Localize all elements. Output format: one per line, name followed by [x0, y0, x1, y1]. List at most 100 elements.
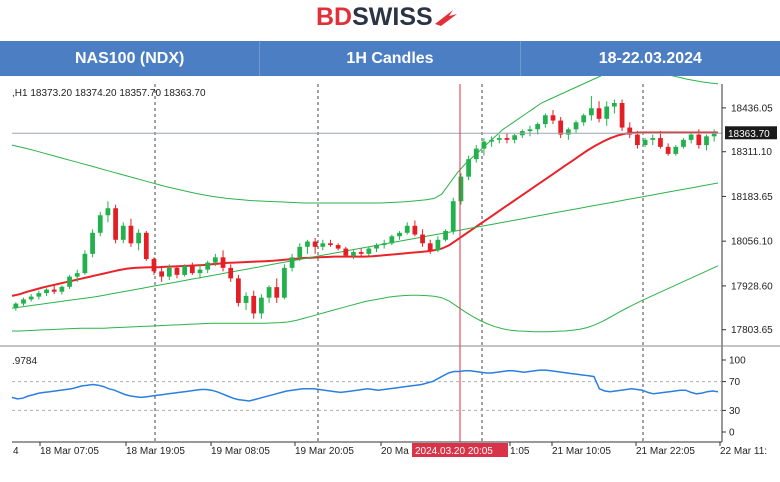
current-price-tag-bg [725, 126, 777, 140]
candle [558, 117, 564, 139]
bollinger-band-line [11, 182, 719, 309]
candle-body [665, 146, 671, 154]
candle [67, 274, 72, 289]
candle-body [90, 232, 95, 254]
time-tick-label: 21 Mar 10:05 [552, 446, 611, 457]
candle-body [151, 259, 157, 272]
candle-body [658, 138, 663, 147]
candle [220, 250, 226, 272]
candle-body [236, 278, 241, 303]
candle-body [589, 108, 594, 116]
candle [266, 285, 272, 303]
candle [328, 239, 333, 247]
candle [458, 173, 464, 205]
candle-body [297, 246, 303, 258]
candle-body [635, 134, 640, 146]
candle-body [328, 243, 333, 246]
symbol-label: NAS100 (NDX) [0, 41, 261, 76]
candle [681, 138, 686, 149]
oscillator-levels [12, 381, 722, 411]
candle [512, 133, 518, 144]
candle-body [473, 148, 479, 160]
candle [274, 278, 280, 303]
candle-body [581, 115, 587, 123]
candle-body [67, 276, 72, 287]
timeframe-label: 1H Candles [260, 41, 521, 76]
candle-body [212, 257, 218, 263]
candle-body [481, 141, 487, 149]
candle [120, 222, 126, 244]
candle-body [343, 248, 349, 256]
price-tick-label: 18183.65 [731, 192, 773, 203]
candle [381, 239, 387, 249]
current-price-tag: 18363.70 [725, 126, 777, 140]
oscillator-label: .9784 [12, 356, 37, 367]
candle [550, 110, 556, 125]
candle-body [627, 127, 633, 135]
candle-body [489, 139, 494, 142]
candle-body [51, 289, 57, 292]
candle [305, 239, 310, 254]
candle-body [289, 257, 295, 268]
candle-body [466, 159, 471, 177]
candle-body [435, 239, 441, 251]
candle [343, 246, 349, 258]
candle [642, 138, 648, 147]
candle [358, 248, 364, 258]
candle-body [228, 267, 234, 279]
candle-body [282, 267, 287, 298]
time-tick-label: 1:05 [510, 446, 530, 457]
candle [228, 264, 234, 282]
oscillator-tick-label: 30 [729, 406, 741, 417]
candle-body [650, 138, 656, 140]
candle [504, 132, 510, 144]
candle-body [527, 129, 533, 132]
candle [28, 294, 34, 302]
price-axis: 18436.05 18311.10 18183.65 18056.10 17928.60… [722, 103, 773, 336]
candle [527, 125, 533, 137]
time-tick-label: 19 Mar 20:05 [295, 446, 354, 457]
candles [13, 96, 717, 319]
candle [166, 264, 172, 281]
time-tick-label: 21 Mar 22:05 [636, 446, 695, 457]
candle-body [44, 289, 49, 294]
candle-body [128, 225, 134, 244]
candle [212, 253, 218, 267]
candle [535, 122, 541, 135]
candle-body [443, 231, 448, 240]
candle-body [182, 266, 188, 275]
candle-body [189, 266, 195, 274]
candle [236, 274, 241, 307]
candle [420, 229, 425, 247]
candle [90, 229, 95, 258]
candle [450, 197, 456, 235]
candle-body [312, 241, 318, 247]
candle-body [82, 253, 88, 274]
candle-body [59, 286, 65, 292]
chart-header: NAS100 (NDX) 1H Candles 18-22.03.2024 [0, 41, 780, 76]
candle-body [504, 138, 510, 140]
candle-body [366, 248, 372, 254]
bdswiss-logo: BDSWISS [316, 3, 459, 31]
candle [159, 266, 165, 282]
candle-body [458, 176, 464, 202]
candle [573, 120, 579, 133]
candle [711, 129, 717, 142]
candle-body [36, 293, 42, 297]
candle [481, 138, 487, 156]
candle-body [573, 122, 579, 130]
candle-body [389, 236, 395, 244]
candle [182, 264, 188, 277]
candle [619, 99, 625, 132]
price-chart[interactable]: ,H1 18373.20 18374.20 18357.70 18363.70 … [0, 76, 780, 482]
time-tick-label: 20 Ma [381, 446, 409, 457]
candle [351, 250, 356, 260]
candle-body [243, 295, 249, 303]
candle-body [374, 245, 379, 249]
candle [21, 297, 26, 306]
candle [289, 253, 295, 272]
candle [650, 134, 656, 146]
candle [44, 288, 49, 296]
candle [335, 243, 341, 251]
candle-body [427, 243, 433, 251]
